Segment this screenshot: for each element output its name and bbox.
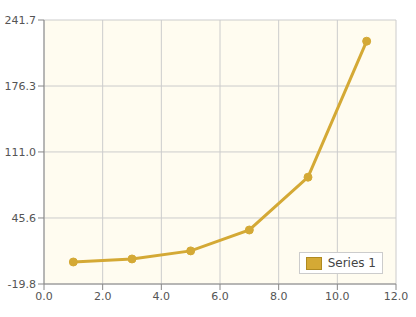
svg-text:45.6: 45.6 [12, 212, 37, 225]
svg-text:4.0: 4.0 [153, 290, 171, 303]
svg-text:241.7: 241.7 [8, 14, 36, 27]
svg-text:111.0: 111.0 [8, 146, 36, 159]
svg-text:176.3: 176.3 [8, 80, 36, 93]
svg-text:12.0: 12.0 [384, 290, 408, 303]
svg-text:10.0: 10.0 [325, 290, 350, 303]
html-text:Series 1: Series 1 [327, 256, 376, 270]
svg-text:6.0: 6.0 [211, 290, 229, 303]
svg-text:2.0: 2.0 [94, 290, 112, 303]
svg-text:-19.8: -19.8 [8, 278, 36, 291]
svg-text:0.0: 0.0 [35, 290, 53, 303]
svg-text:8.0: 8.0 [270, 290, 288, 303]
